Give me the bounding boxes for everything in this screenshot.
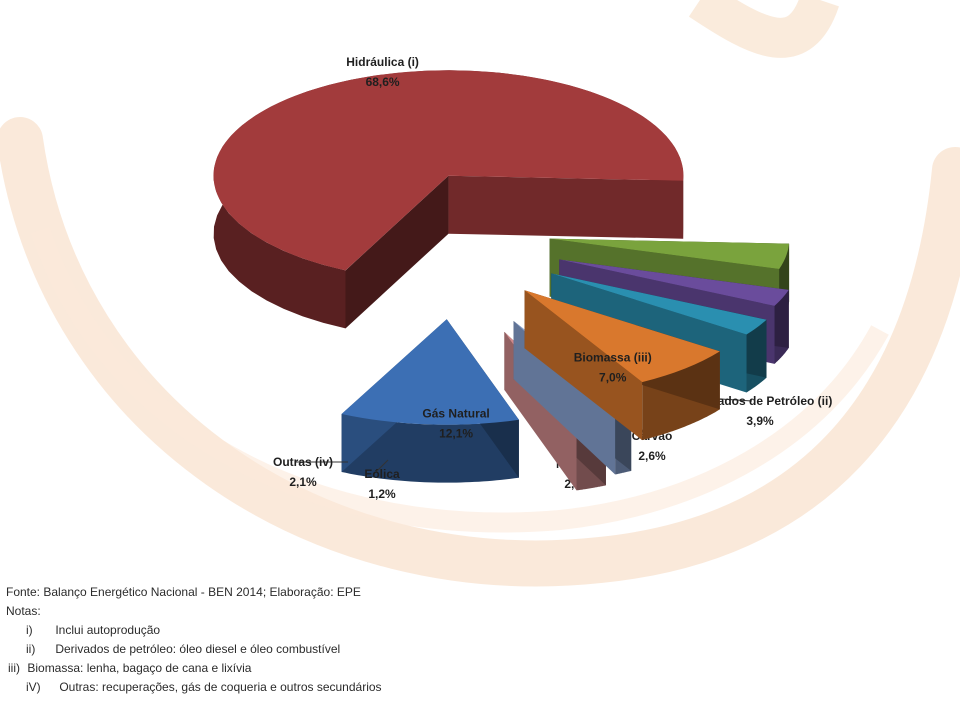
note-text: Derivados de petróleo: óleo diesel e óle… (55, 642, 341, 656)
note-item: i) Inclui autoprodução (6, 621, 706, 640)
leader-line (373, 459, 389, 475)
pie-slice-top (559, 259, 789, 306)
slice-value-label: 1,2% (368, 487, 396, 501)
pie-slice-top (213, 70, 684, 271)
slice-value-label: 68,6% (366, 75, 400, 89)
note-text: Outras: recuperações, gás de coqueria e … (59, 680, 382, 694)
slice-name-label: Outras (iv) (273, 455, 333, 469)
pie-slice-face (524, 290, 643, 441)
pie-slice-face (345, 175, 449, 329)
slice-value-label: 2,1% (289, 475, 317, 489)
pie-slice (213, 70, 684, 329)
note-marker: ii) (26, 642, 36, 656)
slice-name-label: Gás Natural (422, 406, 489, 420)
background-arc-inner (30, 226, 889, 533)
note-item: iV) Outras: recuperações, gás de coqueri… (6, 678, 706, 697)
pie-slice-face (448, 175, 684, 239)
slice-name-label: Hidráulica (i) (346, 55, 419, 69)
pie-slice (341, 319, 519, 483)
slice-value-label: 3,9% (746, 414, 774, 428)
source-line: Fonte: Balanço Energético Nacional - BEN… (6, 585, 361, 599)
pie-slice (524, 290, 720, 441)
chart-notes: Fonte: Balanço Energético Nacional - BEN… (6, 583, 706, 697)
note-marker: i) (26, 623, 33, 637)
slice-name-label: Derivados de Petróleo (ii) (688, 394, 833, 408)
slice-value-label: 12,1% (439, 426, 473, 440)
notes-heading: Notas: (6, 604, 41, 618)
pie-slice-top (551, 273, 767, 335)
pie-slice-top (549, 238, 790, 269)
slice-value-label: 2,6% (638, 449, 666, 463)
slice-name-label: Biomassa (iii) (574, 350, 652, 364)
background-arc-top (688, 0, 839, 58)
note-item: ii) Derivados de petróleo: óleo diesel e… (6, 640, 706, 659)
pie-slice-top (341, 319, 519, 425)
slice-value-label: 7,0% (599, 370, 627, 384)
note-marker: iii) (8, 661, 20, 675)
pie-slice-top (524, 290, 720, 383)
note-item: iii) Biomassa: lenha, bagaço de cana e l… (6, 659, 706, 678)
slice-name-label: Eólica (364, 467, 400, 481)
note-text: Biomassa: lenha, bagaço de cana e lixívi… (27, 661, 252, 675)
note-text: Inclui autoprodução (55, 623, 161, 637)
note-marker: iV) (26, 680, 41, 694)
